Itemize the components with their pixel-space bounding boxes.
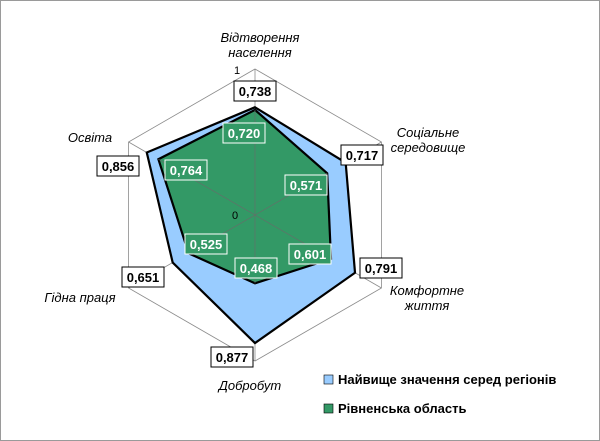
axis-label-1: Відтворення населення: [220, 30, 299, 60]
tick-label-0: 0: [232, 210, 238, 222]
value-text: 0,764: [170, 163, 203, 178]
value-box: [121, 266, 165, 288]
axis-label-line: Відтворення: [220, 30, 299, 45]
axis-label-line: середовище: [391, 140, 466, 155]
value-text: 0,791: [365, 261, 398, 276]
value-text: 0,601: [294, 247, 327, 262]
region-value-label-3: 0,601: [288, 243, 332, 265]
region-value-label-6: 0,764: [164, 159, 208, 181]
axis-label-5: Гідна праця: [44, 290, 115, 305]
max-value-label-1: 0,738: [233, 80, 277, 102]
value-box: [210, 346, 254, 368]
axis-label-line: Гідна праця: [44, 290, 115, 305]
max-value-label-2: 0,717: [340, 144, 384, 166]
value-text: 0,856: [102, 159, 135, 174]
value-box: [234, 257, 278, 279]
max-value-label-6: 0,856: [96, 155, 140, 177]
max-value-label-4: 0,877: [210, 346, 254, 368]
value-box: [184, 233, 228, 255]
axis-label-line: населення: [228, 45, 292, 60]
region-value-label-5: 0,525: [184, 233, 228, 255]
value-text: 0,720: [228, 126, 261, 141]
value-text: 0,877: [216, 350, 249, 365]
axis-label-line: Соціальне: [397, 125, 460, 140]
legend-label-max: Найвище значення серед регіонів: [338, 372, 556, 387]
value-text: 0,738: [239, 84, 272, 99]
legend-item-max: Найвище значення серед регіонів: [323, 372, 556, 387]
axis-label-4: Добробут: [217, 378, 282, 393]
value-box: [222, 122, 266, 144]
value-text: 0,525: [190, 237, 223, 252]
value-box: [340, 144, 384, 166]
max-value-label-3: 0,791: [359, 257, 403, 279]
region-value-label-2: 0,571: [284, 174, 328, 196]
axis-label-line: Комфортне: [390, 283, 464, 298]
legend-swatch-max: [323, 374, 334, 385]
value-text: 0,571: [290, 178, 323, 193]
legend-label-region: Рівненська область: [338, 401, 467, 416]
value-box: [359, 257, 403, 279]
value-text: 0,651: [127, 270, 160, 285]
value-text: 0,468: [240, 261, 273, 276]
axis-label-line: життя: [404, 298, 450, 313]
axis-label-2: Соціальне середовище: [391, 125, 466, 155]
value-labels-layer: 0,738 0,717 0,791 0,877 0,651 0,856 0,720 0,571…: [96, 80, 403, 368]
axis-label-6: Освіта: [68, 130, 112, 145]
axis-label-3: Комфортне життя: [390, 283, 464, 313]
value-box: [96, 155, 140, 177]
legend-item-region: Рівненська область: [323, 401, 467, 416]
axis-label-line: Освіта: [68, 130, 112, 145]
legend: Найвище значення серед регіонів Рівненсь…: [323, 372, 556, 416]
value-box: [284, 174, 328, 196]
legend-swatch-region: [323, 403, 334, 414]
tick-label-1: 1: [234, 65, 240, 77]
region-value-label-1: 0,720: [222, 122, 266, 144]
axis-label-line: Добробут: [217, 378, 282, 393]
value-box: [288, 243, 332, 265]
value-box: [164, 159, 208, 181]
value-box: [233, 80, 277, 102]
tick-labels-layer: 0 1: [232, 65, 240, 222]
max-value-label-5: 0,651: [121, 266, 165, 288]
value-text: 0,717: [346, 148, 379, 163]
region-value-label-4: 0,468: [234, 257, 278, 279]
axis-labels-layer: Відтворення населення Соціальне середовище К…: [44, 30, 465, 393]
